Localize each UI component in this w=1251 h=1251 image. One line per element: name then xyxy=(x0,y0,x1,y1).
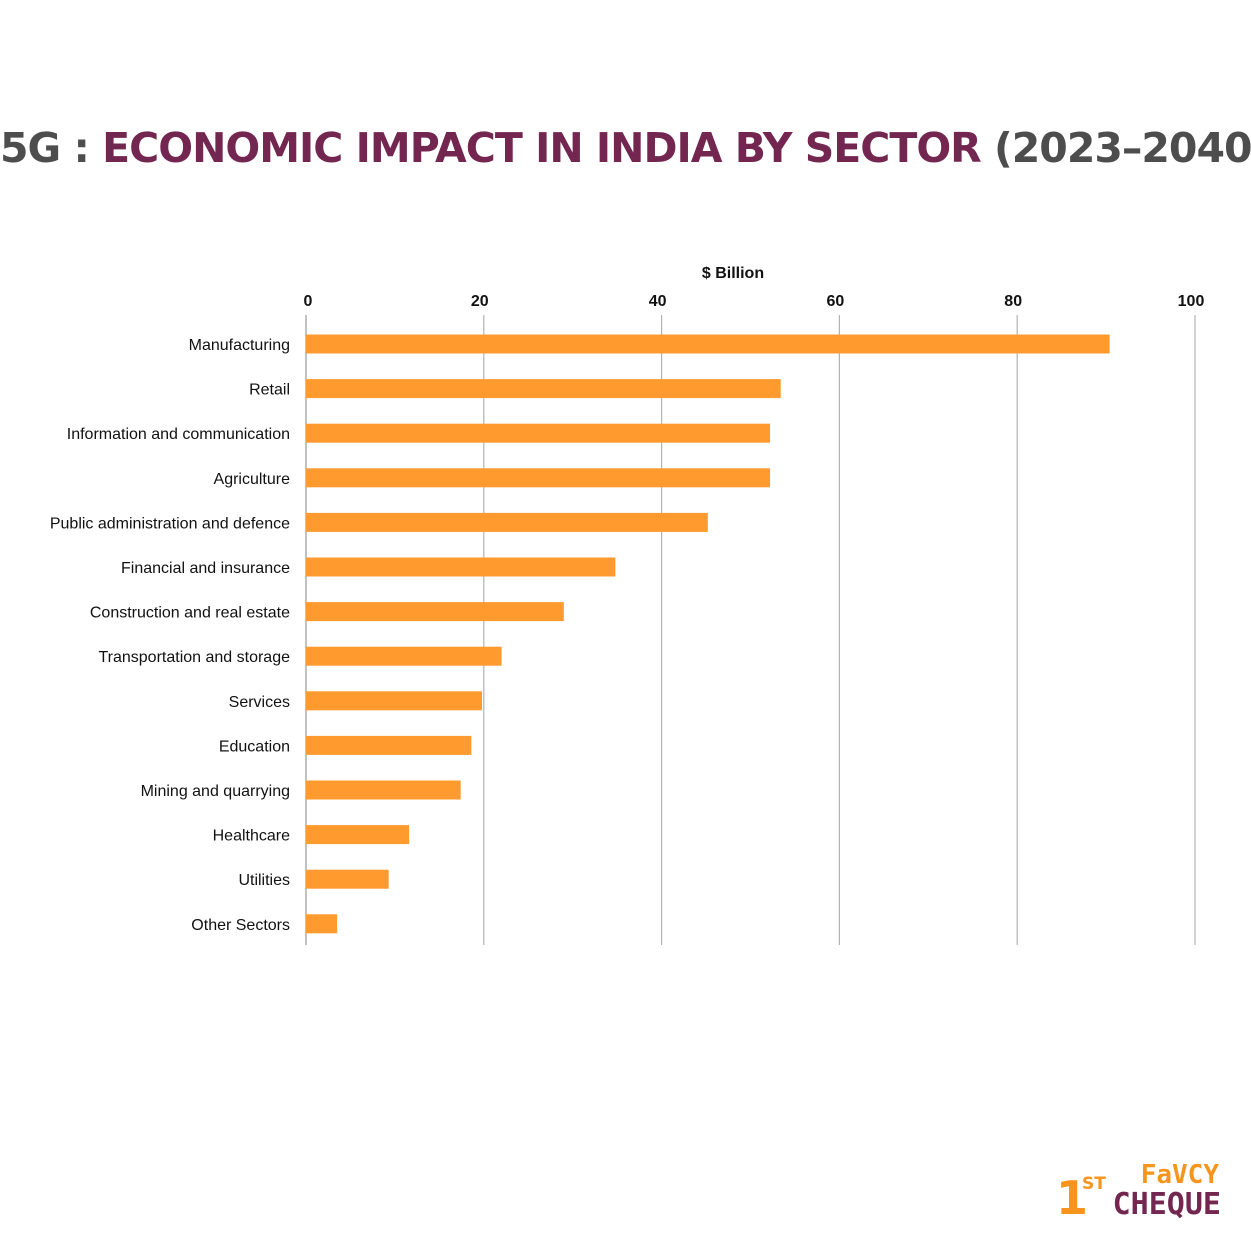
x-axis-title: $ Billion xyxy=(702,265,764,282)
category-label: Manufacturing xyxy=(189,337,290,354)
bars xyxy=(306,334,1110,934)
x-tick-label: 100 xyxy=(1178,293,1205,310)
title-years: (2023–2040) xyxy=(980,124,1251,172)
category-label: Transportation and storage xyxy=(98,649,290,666)
bar-mining-and-quarrying xyxy=(306,780,461,800)
category-label: Mining and quarrying xyxy=(141,783,290,800)
bar-other-sectors xyxy=(306,914,338,934)
title-main: ECONOMIC IMPACT IN INDIA BY SECTOR xyxy=(102,124,982,172)
x-tick-label: 60 xyxy=(827,293,845,310)
category-labels: Manufacturing Retail Information and commu… xyxy=(50,337,290,934)
category-label: Information and communication xyxy=(67,426,290,443)
bar-retail xyxy=(306,379,781,399)
category-label: Financial and insurance xyxy=(121,560,290,577)
x-tick-label: 0 xyxy=(304,293,313,310)
bar-construction-and-real-estate xyxy=(306,602,564,622)
grid-lines xyxy=(305,315,1196,945)
logo-favcy: FaVCY xyxy=(1140,1160,1219,1190)
bar-information-and-communication xyxy=(306,423,771,443)
x-tick-label: 20 xyxy=(471,293,489,310)
category-label: Public administration and defence xyxy=(50,515,290,532)
bar-transportation-and-storage xyxy=(306,646,502,666)
category-label: Education xyxy=(219,738,290,755)
logo-numeral: 1 xyxy=(1056,1171,1089,1225)
category-label: Utilities xyxy=(238,872,290,889)
bar-manufacturing xyxy=(306,334,1110,354)
x-tick-label: 40 xyxy=(649,293,667,310)
bar-public-administration-and-defence xyxy=(306,512,708,532)
x-tick-labels: 0 20 40 60 80 100 xyxy=(304,293,1205,310)
category-label: Construction and real estate xyxy=(90,605,290,622)
x-tick-label: 80 xyxy=(1004,293,1022,310)
bar-financial-and-insurance xyxy=(306,557,616,577)
bar-healthcare xyxy=(306,825,410,845)
logo-cheque: CHEQUE xyxy=(1112,1187,1221,1222)
first-cheque-logo: 1 ST FaVCY CHEQUE xyxy=(1052,1160,1227,1230)
category-label: Agriculture xyxy=(214,471,291,488)
chart-title: 5G : ECONOMIC IMPACT IN INDIA BY SECTOR … xyxy=(0,118,1251,178)
category-label: Services xyxy=(229,694,290,711)
bar-education xyxy=(306,735,472,755)
category-label: Healthcare xyxy=(213,828,290,845)
logo-superscript: ST xyxy=(1082,1174,1106,1194)
bar-utilities xyxy=(306,869,389,889)
category-label: Other Sectors xyxy=(191,917,290,934)
bar-services xyxy=(306,691,483,711)
bar-agriculture xyxy=(306,468,771,488)
title-prefix: 5G : xyxy=(0,124,103,172)
category-label: Retail xyxy=(249,382,290,399)
